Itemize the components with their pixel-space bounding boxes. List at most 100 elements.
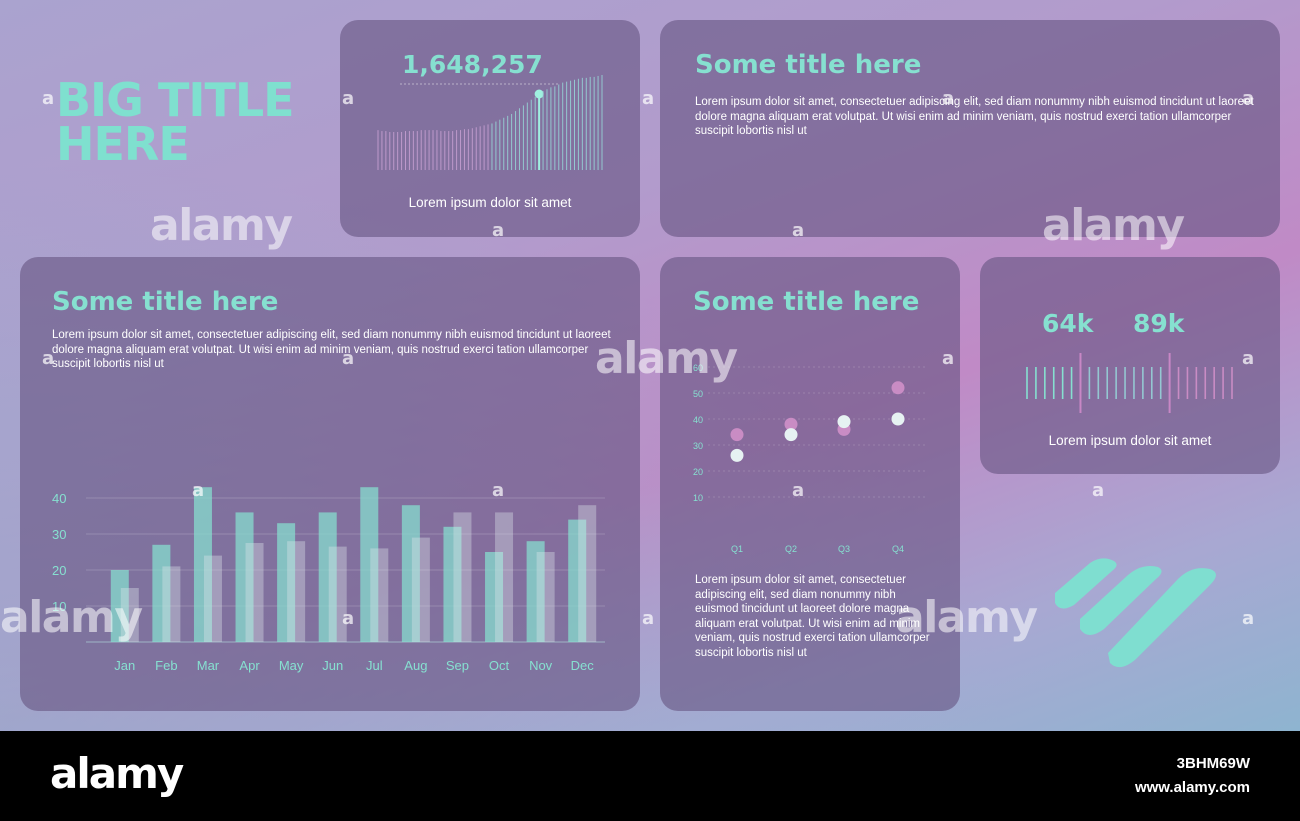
scatter-point-series-1 — [730, 428, 744, 442]
bar-series-2 — [495, 512, 514, 642]
stripes-logo — [1055, 558, 1216, 668]
bar-series-2 — [453, 512, 472, 642]
watermark-letter: a — [42, 88, 55, 109]
y-tick-label: 10 — [693, 493, 703, 503]
watermark-letter: a — [1242, 608, 1255, 629]
spark-marker — [534, 89, 544, 99]
scatter-chart: 10 20 30 40 50 60 Q1 Q2 Q3 Q4 — [693, 363, 925, 554]
watermark-letter: a — [792, 480, 805, 501]
bar-series-1 — [235, 512, 254, 642]
y-tick-label: 40 — [693, 415, 703, 425]
gauge-value-1: 64k — [1042, 309, 1094, 338]
scatter-card-title: Some title here — [693, 287, 920, 317]
watermark-letter: a — [942, 348, 955, 369]
bar-chart: 10 20 30 40 Jan Feb Mar Apr May Jun Jul Aug Sep Oct No… — [52, 487, 605, 673]
x-tick-label: Oct — [489, 658, 510, 673]
bar-series-2 — [411, 537, 430, 642]
bar-series-2 — [203, 555, 222, 642]
bar-series-2 — [287, 541, 306, 642]
bar-series-1 — [526, 541, 545, 642]
bar-series-1 — [360, 487, 379, 642]
bar-series-2 — [536, 552, 555, 642]
bar-series-2 — [245, 543, 264, 642]
y-tick-label: 50 — [693, 389, 703, 399]
scatter-card: Some title here 10 20 30 40 50 60 Q1 Q2 Q3 Q4 Lor… — [660, 257, 960, 711]
gauge-value-2: 89k — [1133, 309, 1185, 338]
bar-card-text: Lorem ipsum dolor sit amet, consectetuer… — [52, 329, 611, 370]
y-tick-label: 30 — [52, 527, 66, 542]
big-title: BIG TITLE HERE — [56, 73, 295, 171]
gauge-caption: Lorem ipsum dolor sit amet — [1048, 433, 1212, 448]
watermark-letter: a — [492, 220, 505, 241]
bar-series-1 — [193, 487, 212, 642]
top-text-card: Some title here Lorem ipsum dolor sit am… — [660, 20, 1280, 237]
x-tick-label: Jan — [114, 658, 135, 673]
x-tick-label: Nov — [529, 658, 553, 673]
scatter-point-series-2 — [891, 412, 905, 426]
bar-series-2 — [370, 548, 389, 642]
bar-series-2 — [328, 546, 347, 642]
bar-chart-card: Some title here Lorem ipsum dolor sit am… — [20, 257, 640, 711]
x-tick-label: Aug — [404, 658, 427, 673]
bar-series-2 — [120, 588, 139, 642]
footer-url: www.alamy.com — [1134, 779, 1250, 796]
x-tick-label: Q2 — [785, 544, 797, 554]
bar-series-2 — [578, 505, 597, 642]
y-tick-label: 20 — [693, 467, 703, 477]
sparkline-chart — [377, 75, 603, 170]
y-tick-label: 40 — [52, 491, 66, 506]
kpi-card: 1,648,257 Lorem ipsum dolor sit amet — [340, 20, 640, 237]
bar-series-1 — [277, 523, 296, 642]
watermark-letter: a — [342, 88, 355, 109]
bar-series-1 — [443, 526, 462, 642]
watermark-letter: a — [342, 348, 355, 369]
watermark-letter: a — [642, 88, 655, 109]
x-tick-label: Q3 — [838, 544, 850, 554]
scatter-card-text: Lorem ipsum dolor sit amet, consectetuer… — [695, 574, 930, 659]
bar-series-1 — [318, 512, 337, 642]
scatter-point-series-1 — [891, 381, 905, 395]
watermark: alamy — [895, 592, 1038, 643]
dashboard-canvas: BIG TITLE HERE 1,648,257 Lorem ipsum dol… — [0, 0, 1300, 731]
watermark: alamy — [0, 592, 143, 643]
x-tick-label: Q1 — [731, 544, 743, 554]
watermark-letter: a — [1242, 88, 1255, 109]
x-tick-label: May — [279, 658, 304, 673]
bar-series-1 — [485, 552, 504, 642]
top-card-text: Lorem ipsum dolor sit amet, consectetuer… — [695, 96, 1254, 137]
x-tick-label: Apr — [239, 658, 260, 673]
top-card-title: Some title here — [695, 50, 922, 80]
kpi-caption: Lorem ipsum dolor sit amet — [408, 195, 572, 210]
bar-series-1 — [401, 505, 420, 642]
x-tick-label: Dec — [571, 658, 595, 673]
gauge-card: 64k 89k Lorem ipsum dolor sit amet — [980, 257, 1280, 474]
watermark-letter: a — [342, 608, 355, 629]
watermark-letter: a — [492, 480, 505, 501]
bar-series-1 — [568, 519, 587, 642]
y-tick-label: 10 — [52, 599, 66, 614]
watermark: alamy — [595, 333, 738, 384]
y-tick-label: 60 — [693, 363, 703, 373]
watermark-letter: a — [942, 88, 955, 109]
watermark-letter: a — [42, 348, 55, 369]
watermark: alamy — [1042, 200, 1185, 251]
footer-logo: alamy — [50, 749, 184, 798]
bar-series-1 — [110, 570, 129, 642]
scatter-point-series-2 — [730, 448, 744, 462]
scatter-point-series-2 — [837, 415, 851, 429]
bar-series-2 — [162, 566, 181, 642]
watermark-letter: a — [192, 480, 205, 501]
x-tick-label: Jul — [366, 658, 383, 673]
watermark-letter: a — [642, 608, 655, 629]
watermark-letter: a — [1092, 480, 1105, 501]
bar-card-title: Some title here — [52, 287, 279, 317]
x-tick-label: Feb — [155, 658, 177, 673]
x-tick-label: Mar — [197, 658, 220, 673]
scatter-point-series-2 — [784, 428, 798, 442]
y-tick-label: 30 — [693, 441, 703, 451]
y-tick-label: 20 — [52, 563, 66, 578]
scatter-point-series-1 — [784, 417, 798, 431]
x-tick-label: Q4 — [892, 544, 904, 554]
watermark-footer: alamy 3BHM69W www.alamy.com — [0, 731, 1300, 821]
x-tick-label: Sep — [446, 658, 469, 673]
